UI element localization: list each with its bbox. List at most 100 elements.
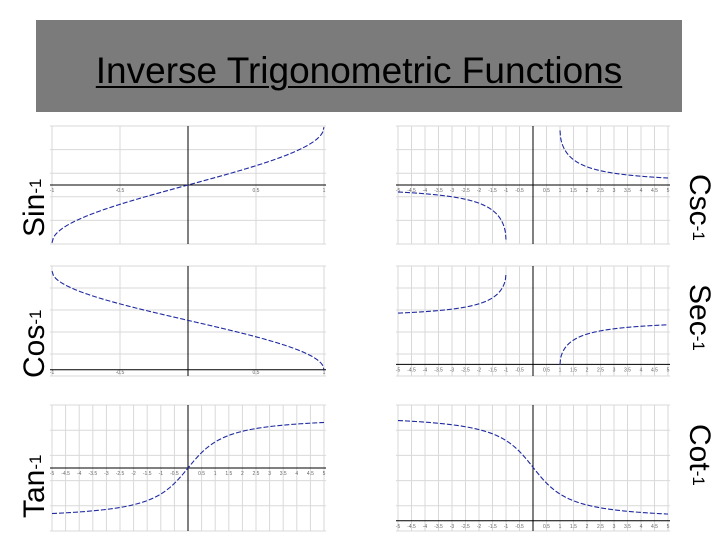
- tick-label: -2.5: [116, 471, 125, 477]
- tick-label: 3.5: [624, 188, 631, 194]
- arccos-plot: -1 -0.5 0.5 1: [50, 265, 326, 377]
- sin-label-sup: -1: [26, 178, 45, 194]
- arccot-plot: -5 -4.5 -4 -3.5 -3 -2.5 -2 -1.5 -1 -0.5 0.5 1 1.5 2 2.…: [396, 404, 670, 532]
- tick-label: -3.5: [434, 367, 443, 373]
- tick-label: -4: [77, 471, 82, 477]
- tick-label: 3.5: [280, 471, 287, 477]
- tick-label: -2.5: [461, 188, 470, 194]
- tick-label: 3.5: [624, 367, 631, 373]
- tick-label: -1: [159, 471, 164, 477]
- tick-label: 4: [640, 524, 643, 530]
- tick-label: 2: [241, 471, 244, 477]
- tick-label: -4: [423, 524, 428, 530]
- tick-label: 0.5: [198, 471, 205, 477]
- tick-label: -3.5: [434, 188, 443, 194]
- sec-inverse-label: Sec-1: [682, 284, 716, 351]
- tick-label: 5: [323, 471, 326, 477]
- tick-label: -2: [477, 367, 482, 373]
- tick-label: 0.5: [543, 367, 550, 373]
- tick-label: 2.5: [597, 367, 604, 373]
- tan-label-base: Tan: [18, 469, 51, 518]
- tan-inverse-label: Tan-1: [18, 455, 52, 519]
- tick-label: 5: [667, 367, 670, 373]
- cos-label-base: Cos: [18, 324, 51, 378]
- tick-label: 5: [667, 524, 670, 530]
- tick-label: 0.5: [253, 370, 260, 376]
- tick-label: -1: [50, 188, 55, 194]
- tick-label: -3: [450, 188, 455, 194]
- arccsc-curve-segment-0: [397, 191, 507, 240]
- tick-label: -5: [396, 524, 401, 530]
- arccsc-plot: -5 -4.5 -4 -3.5 -3 -2.5 -2 -1.5 -1 -0.5 0.5 1 1.5 2 2.…: [396, 125, 670, 245]
- tick-label: -4.5: [61, 471, 70, 477]
- tick-label: 5: [667, 188, 670, 194]
- tick-label: 2.5: [597, 524, 604, 530]
- tick-label: -4.5: [407, 367, 416, 373]
- arctan-plot: -5 -4.5 -4 -3.5 -3 -2.5 -2 -1.5 -1 -0.5 0.5 1 1.5 2 2.…: [50, 404, 326, 532]
- arcsin-graph: -1 -0.5 0.5 1: [50, 125, 326, 245]
- tick-label: 4: [295, 471, 298, 477]
- tick-label: -1.5: [488, 188, 497, 194]
- sin-label-base: Sin: [18, 193, 51, 237]
- tick-label: 4.5: [307, 471, 314, 477]
- cot-label-sup: -1: [689, 470, 708, 486]
- arcsin-curve-segment-0: [51, 126, 325, 244]
- tick-label: 4: [640, 367, 643, 373]
- cot-label-base: Cot: [683, 424, 716, 471]
- tick-label: 2: [586, 524, 589, 530]
- tick-label: 1: [214, 471, 217, 477]
- arccos-curve-segment-0: [51, 270, 325, 370]
- tick-label: -1.5: [143, 471, 152, 477]
- tick-label: 1.5: [225, 471, 232, 477]
- tick-label: -4: [423, 367, 428, 373]
- tick-label: -2.5: [461, 367, 470, 373]
- cos-label-sup: -1: [26, 309, 45, 325]
- csc-inverse-label: Csc-1: [682, 174, 716, 241]
- tick-label: -0.5: [515, 367, 524, 373]
- sin-inverse-label: Sin-1: [18, 179, 52, 237]
- arcsec-curve-segment-0: [397, 273, 507, 314]
- tick-label: -0.5: [515, 188, 524, 194]
- tick-label: -1: [504, 524, 509, 530]
- tick-label: 0.5: [543, 188, 550, 194]
- tick-label: 1: [559, 524, 562, 530]
- sec-label-sup: -1: [689, 335, 708, 351]
- tick-label: -3: [450, 524, 455, 530]
- title-bar: Inverse Trigonometric Functions: [36, 20, 682, 112]
- tick-label: 1.5: [570, 524, 577, 530]
- tick-label: 3.5: [624, 524, 631, 530]
- tick-label: -1: [504, 188, 509, 194]
- tick-label: -3: [104, 471, 109, 477]
- tick-label: 4.5: [651, 188, 658, 194]
- tick-label: -5: [50, 471, 55, 477]
- tick-label: -1.5: [488, 367, 497, 373]
- tick-label: -4.5: [407, 188, 416, 194]
- arcsec-curve-segment-1: [559, 324, 669, 365]
- tick-label: -4: [423, 188, 428, 194]
- tick-label: -5: [396, 188, 401, 194]
- arccot-graph: -5 -4.5 -4 -3.5 -3 -2.5 -2 -1.5 -1 -0.5 0.5 1 1.5 2 2.…: [396, 404, 670, 532]
- tick-label: 1.5: [570, 188, 577, 194]
- tick-label: 1.5: [570, 367, 577, 373]
- tick-label: -0.5: [116, 370, 125, 376]
- arcsec-graph: -5 -4.5 -4 -3.5 -3 -2.5 -2 -1.5 -1 -0.5 0.5 1 1.5 2 2.…: [396, 265, 670, 377]
- arccos-graph: -1 -0.5 0.5 1: [50, 265, 326, 377]
- tick-label: 3: [613, 524, 616, 530]
- tick-label: 2.5: [597, 188, 604, 194]
- tick-label: 4.5: [651, 524, 658, 530]
- tick-label: -0.5: [116, 188, 125, 194]
- tick-label: 3: [613, 188, 616, 194]
- tick-label: -3.5: [88, 471, 97, 477]
- arctan-graph: -5 -4.5 -4 -3.5 -3 -2.5 -2 -1.5 -1 -0.5 0.5 1 1.5 2 2.…: [50, 404, 326, 532]
- tick-label: 3: [268, 471, 271, 477]
- arcsin-plot: -1 -0.5 0.5 1: [50, 125, 326, 245]
- tick-label: -0.5: [515, 524, 524, 530]
- csc-label-base: Csc: [683, 174, 716, 226]
- tick-label: -2: [477, 188, 482, 194]
- tick-label: 0.5: [253, 188, 260, 194]
- tick-label: -1: [50, 370, 55, 376]
- tick-label: 0.5: [543, 524, 550, 530]
- tick-label: -3.5: [434, 524, 443, 530]
- tick-label: -4.5: [407, 524, 416, 530]
- tick-label: 1: [559, 367, 562, 373]
